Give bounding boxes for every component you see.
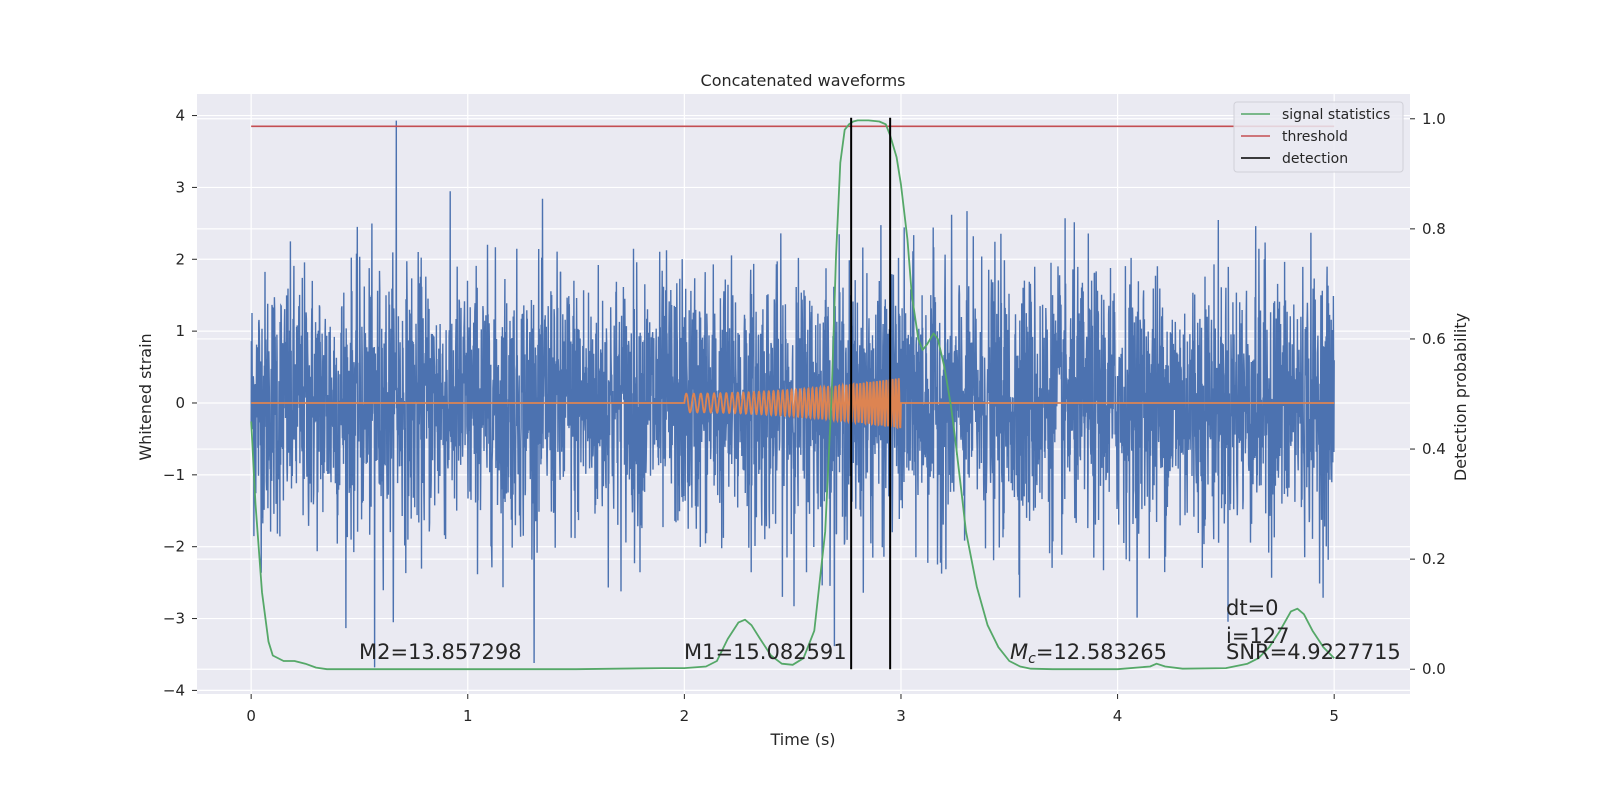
y-axis-label: Whitened strain <box>136 333 155 460</box>
annotation-dt: dt=0 <box>1226 596 1279 620</box>
y2-tick-label-3: 0.4 <box>1422 440 1446 458</box>
y-tick-label-8: −4 <box>163 681 185 699</box>
legend: signal statistics threshold detection <box>1233 101 1404 173</box>
annotation-mc: Mc=12.583265 <box>1010 640 1167 667</box>
y-tick-label-4: 0 <box>175 394 185 412</box>
chart-title: Concatenated waveforms <box>701 71 906 90</box>
y-tick-label-0: 4 <box>175 107 185 125</box>
series-signal-statistics <box>250 119 1335 671</box>
y-tick-label-7: −3 <box>163 610 185 628</box>
y2-tick-label-5: 0.0 <box>1422 660 1446 678</box>
y-tick-label-2: 2 <box>175 250 185 268</box>
annotation-m2: M2=13.857298 <box>359 640 522 664</box>
x-axis-label: Time (s) <box>769 730 835 749</box>
y-tick-label-1: 3 <box>175 178 185 196</box>
series-injected-waveform <box>251 378 1335 430</box>
annotation-mc-symbol: M <box>1010 640 1028 664</box>
annotation-mc-sub: c <box>1028 651 1036 667</box>
y2-tick-label-4: 0.2 <box>1422 550 1446 568</box>
y-tick-label-5: −1 <box>163 466 185 484</box>
y2-tick-label-1: 0.8 <box>1422 220 1446 238</box>
annotations: M2=13.857298 M1=15.082591 Mc=12.583265 d… <box>359 596 1401 667</box>
annotation-mc-value: =12.583265 <box>1036 640 1167 664</box>
x-tick-label-3: 3 <box>896 707 906 725</box>
x-tick-label-1: 1 <box>463 707 473 725</box>
legend-box <box>1233 101 1404 173</box>
annotation-m1: M1=15.082591 <box>684 640 847 664</box>
legend-label-signal-statistics: signal statistics <box>1282 107 1390 123</box>
y-tick-label-6: −2 <box>163 538 185 556</box>
annotation-i: i=127 <box>1226 624 1290 648</box>
x-tick-label-4: 4 <box>1113 707 1123 725</box>
series-layer <box>250 117 1335 671</box>
y2-tick-label-2: 0.6 <box>1422 330 1446 348</box>
ticks: 0 1 2 3 4 5 4 3 2 1 0 −1 −2 −3 −4 1.0 0.8 0.6 0.4 0.2 0.0 <box>163 107 1446 725</box>
legend-label-threshold: threshold <box>1282 129 1348 145</box>
series-whitened-strain <box>250 120 1335 668</box>
annotation-snr: SNR=4.9227715 <box>1226 640 1401 664</box>
y-tick-label-3: 1 <box>175 322 185 340</box>
y2-axis-label: Detection probability <box>1451 313 1470 481</box>
legend-label-detection: detection <box>1282 151 1348 167</box>
x-tick-label-0: 0 <box>246 707 256 725</box>
x-tick-label-2: 2 <box>680 707 690 725</box>
y2-tick-label-0: 1.0 <box>1422 110 1446 128</box>
x-tick-label-5: 5 <box>1329 707 1339 725</box>
